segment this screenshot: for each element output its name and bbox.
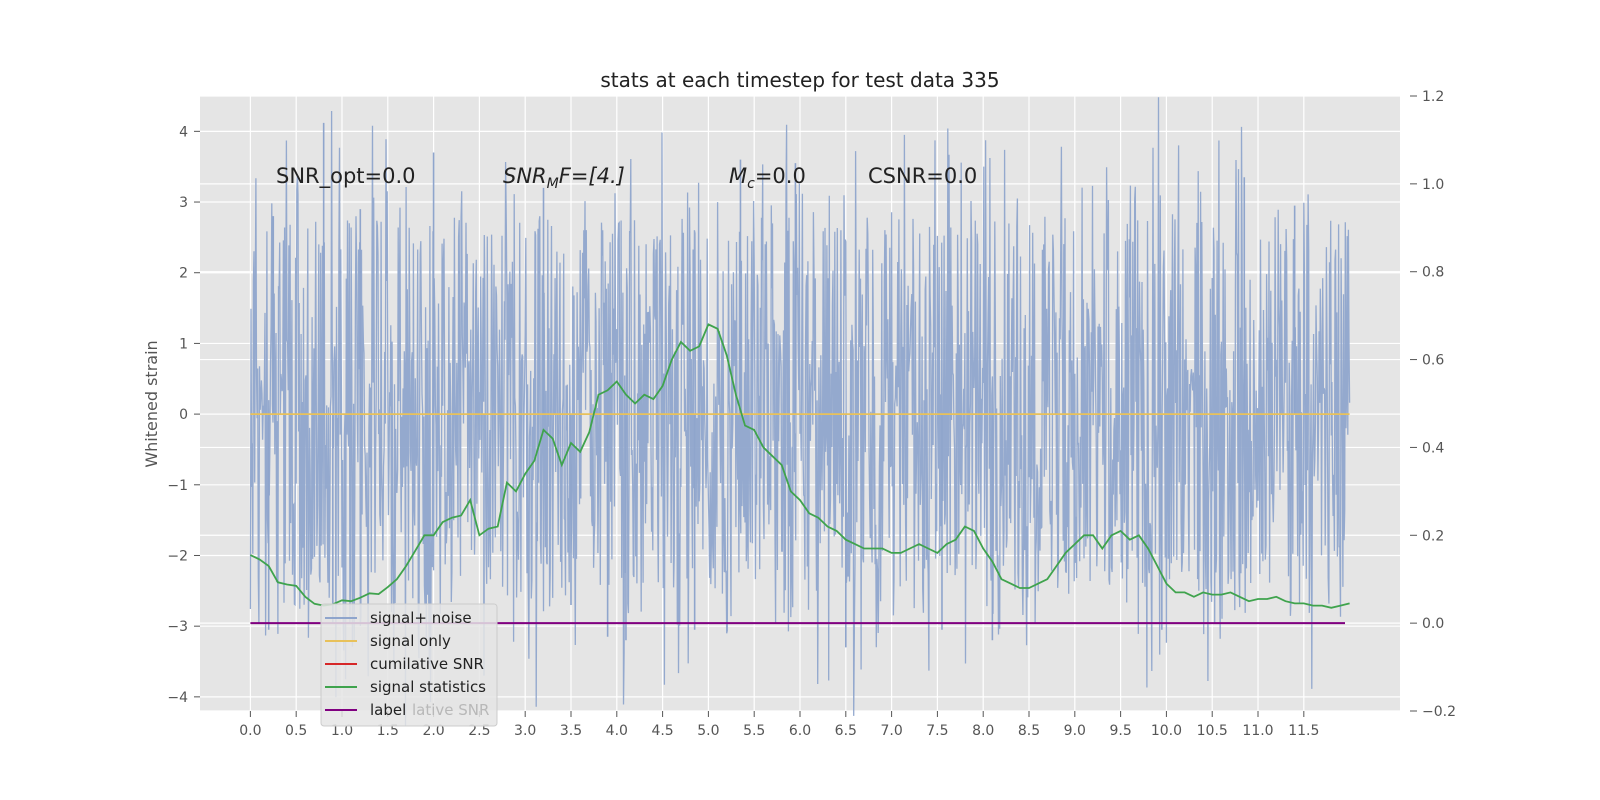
x-tick-label: 5.0	[697, 723, 719, 739]
y-tick-label: −1	[167, 478, 188, 494]
annotation-mc-rest: =0.0	[755, 164, 806, 188]
legend-label: signal+ noise	[370, 609, 472, 627]
legend-label: signal only	[370, 632, 451, 650]
legend-label: signal statistics	[370, 678, 486, 696]
x-tick-label: 10.5	[1197, 723, 1228, 739]
y-tick-label: −2	[167, 548, 188, 564]
x-tick-label: 0.0	[239, 723, 261, 739]
y-tick-label: 2	[179, 266, 188, 282]
x-tick-label: 11.5	[1288, 723, 1319, 739]
x-tick-label: 8.5	[1018, 723, 1040, 739]
x-tick-label: 2.0	[422, 723, 444, 739]
legend-ghost-text: lative SNR	[412, 701, 489, 719]
x-tick-label: 9.0	[1064, 723, 1086, 739]
x-tick-label: 4.0	[606, 723, 628, 739]
x-tick-label: 6.5	[835, 723, 857, 739]
y-tick-label: −3	[167, 619, 188, 635]
y2-tick-label: 1.0	[1422, 177, 1444, 193]
chart-title: stats at each timestep for test data 335	[600, 68, 999, 92]
x-tick-label: 11.0	[1242, 723, 1273, 739]
x-tick-label: 9.5	[1109, 723, 1131, 739]
y2-tick-label: 0.2	[1422, 528, 1444, 544]
annotation-mc-main: M	[729, 164, 747, 188]
axes: 0.0 0.5 1.0 1.5 2.0 2.5 3.0 3.5 4.0 4.5 5.0 5.5 6.0 6…	[167, 89, 1456, 739]
x-tick-label: 1.0	[331, 723, 353, 739]
signal-noise-trace	[249, 97, 1351, 726]
y-axis-label: Whitened strain	[142, 340, 161, 467]
x-tick-label: 4.5	[651, 723, 673, 739]
y2-tick-label: 0.6	[1422, 353, 1444, 369]
y2-tick-label: 0.0	[1422, 616, 1444, 632]
legend-box	[320, 603, 498, 727]
y2-tick-label: −0.2	[1422, 704, 1456, 720]
annotation-mc: Mc=0.0	[729, 164, 806, 192]
x-tick-label: 0.5	[285, 723, 307, 739]
annotation-mc-sub: c	[747, 176, 755, 192]
y-tick-label: 0	[179, 407, 188, 423]
y-tick-label: −4	[167, 690, 188, 706]
x-tick-label: 7.0	[880, 723, 902, 739]
x-tick-label: 10.0	[1151, 723, 1182, 739]
signal-noise-series	[249, 97, 1351, 726]
x-tick-label: 7.5	[926, 723, 948, 739]
x-tick-label: 8.0	[972, 723, 994, 739]
legend: signal+ noise signal only cumilative SNR si…	[320, 603, 498, 727]
y-tick-label: 4	[179, 124, 188, 140]
x-tick-label: 6.0	[789, 723, 811, 739]
annotation-snr-mf-main: SNR	[503, 164, 547, 188]
y2-tick-label: 0.8	[1422, 265, 1444, 281]
signal-statistics-line	[250, 323, 1350, 609]
legend-label: label	[370, 701, 406, 719]
annotation-snr-mf-sub: M	[547, 176, 559, 192]
y-tick-label: 1	[179, 336, 188, 352]
x-tick-label: 3.0	[514, 723, 536, 739]
x-tick-label: 2.5	[468, 723, 490, 739]
annotation-csnr: CSNR=0.0	[868, 164, 977, 188]
y-tick-label: 3	[179, 195, 188, 211]
annotation-snr-mf-rest: F=[4.]	[559, 164, 625, 188]
annotation-snr-mf: SNRMF=[4.]	[503, 164, 625, 192]
x-tick-label: 5.5	[743, 723, 765, 739]
y2-tick-label: 1.2	[1422, 89, 1444, 105]
annotation-snr-opt: SNR_opt=0.0	[276, 164, 416, 189]
y2-tick-label: 0.4	[1422, 440, 1444, 456]
legend-label: cumilative SNR	[370, 655, 484, 673]
x-tick-label: 3.5	[560, 723, 582, 739]
x-tick-label: 1.5	[377, 723, 399, 739]
